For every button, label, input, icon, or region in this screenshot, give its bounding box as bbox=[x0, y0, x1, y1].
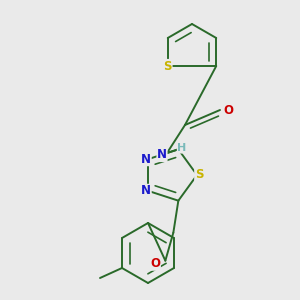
Text: N: N bbox=[141, 153, 151, 166]
Text: N: N bbox=[141, 184, 151, 197]
Text: S: S bbox=[164, 59, 172, 73]
Text: O: O bbox=[150, 257, 160, 270]
Text: O: O bbox=[223, 103, 233, 116]
Text: H: H bbox=[177, 143, 187, 153]
Text: S: S bbox=[195, 169, 203, 182]
Text: N: N bbox=[157, 148, 167, 161]
